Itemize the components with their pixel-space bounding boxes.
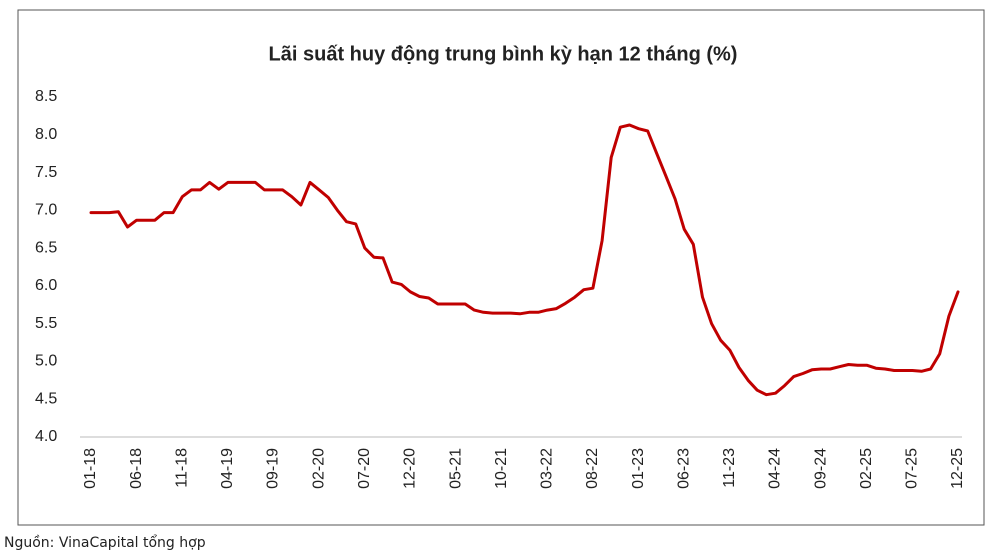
- x-tick-label: 06-23: [675, 448, 692, 489]
- chart-frame: [17, 9, 985, 526]
- x-tick-label: 12-25: [949, 448, 966, 489]
- x-tick-label: 02-20: [310, 448, 327, 489]
- x-tick-label: 04-19: [219, 448, 236, 489]
- y-tick-label: 8.0: [35, 126, 57, 143]
- y-tick-label: 5.0: [35, 353, 57, 370]
- x-tick-label: 09-19: [265, 448, 282, 489]
- x-tick-label: 05-21: [447, 448, 464, 489]
- x-tick-label: 10-21: [493, 448, 510, 489]
- x-tick-label: 11-23: [721, 448, 738, 488]
- x-tick-label: 08-22: [584, 448, 601, 489]
- y-tick-label: 7.0: [35, 202, 57, 219]
- x-tick-label: 12-20: [402, 448, 419, 489]
- chart-title: Lãi suất huy động trung bình kỳ hạn 12 t…: [269, 43, 738, 65]
- x-tick-label: 09-24: [812, 448, 829, 489]
- y-tick-label: 4.5: [35, 390, 57, 407]
- y-tick-label: 6.5: [35, 239, 57, 256]
- x-tick-label: 01-18: [82, 448, 99, 489]
- x-tick-label: 02-25: [858, 448, 875, 489]
- x-tick-label: 01-23: [630, 448, 647, 489]
- x-tick-label: 03-22: [539, 448, 556, 489]
- x-tick-label: 11-18: [173, 448, 190, 488]
- source-note: Nguồn: VinaCapital tổng hợp: [4, 534, 206, 551]
- x-tick-label: 07-25: [904, 448, 921, 489]
- y-tick-label: 7.5: [35, 164, 57, 181]
- x-tick-label: 06-18: [128, 448, 145, 489]
- x-tick-label: 04-24: [767, 448, 784, 489]
- y-tick-label: 5.5: [35, 315, 57, 332]
- x-tick-label: 07-20: [356, 448, 373, 489]
- y-tick-label: 4.0: [35, 428, 57, 445]
- data-line: [89, 123, 960, 397]
- y-tick-label: 8.5: [35, 88, 57, 105]
- y-tick-label: 6.0: [35, 277, 57, 294]
